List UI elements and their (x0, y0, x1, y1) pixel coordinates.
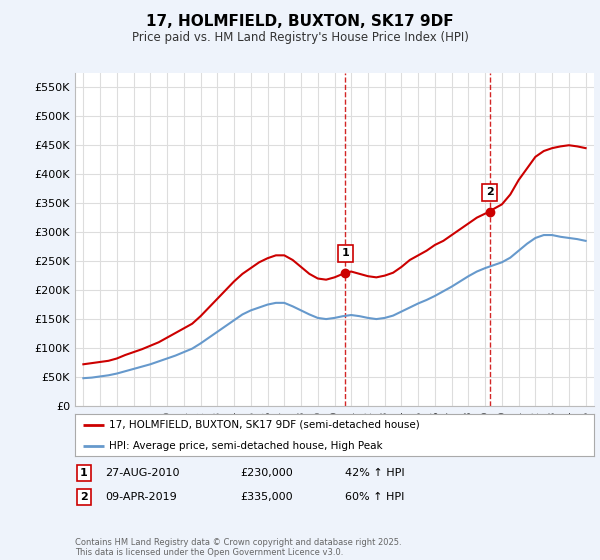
Text: Price paid vs. HM Land Registry's House Price Index (HPI): Price paid vs. HM Land Registry's House … (131, 31, 469, 44)
Text: 60% ↑ HPI: 60% ↑ HPI (345, 492, 404, 502)
Text: £335,000: £335,000 (240, 492, 293, 502)
Text: 2: 2 (80, 492, 88, 502)
Text: 2: 2 (486, 188, 494, 197)
Text: 17, HOLMFIELD, BUXTON, SK17 9DF: 17, HOLMFIELD, BUXTON, SK17 9DF (146, 14, 454, 29)
Text: HPI: Average price, semi-detached house, High Peak: HPI: Average price, semi-detached house,… (109, 441, 382, 451)
Text: 1: 1 (341, 248, 349, 258)
Text: 42% ↑ HPI: 42% ↑ HPI (345, 468, 404, 478)
Text: 17, HOLMFIELD, BUXTON, SK17 9DF (semi-detached house): 17, HOLMFIELD, BUXTON, SK17 9DF (semi-de… (109, 420, 419, 430)
Text: 27-AUG-2010: 27-AUG-2010 (105, 468, 179, 478)
Text: 09-APR-2019: 09-APR-2019 (105, 492, 177, 502)
Text: £230,000: £230,000 (240, 468, 293, 478)
Text: 1: 1 (80, 468, 88, 478)
Text: Contains HM Land Registry data © Crown copyright and database right 2025.
This d: Contains HM Land Registry data © Crown c… (75, 538, 401, 557)
